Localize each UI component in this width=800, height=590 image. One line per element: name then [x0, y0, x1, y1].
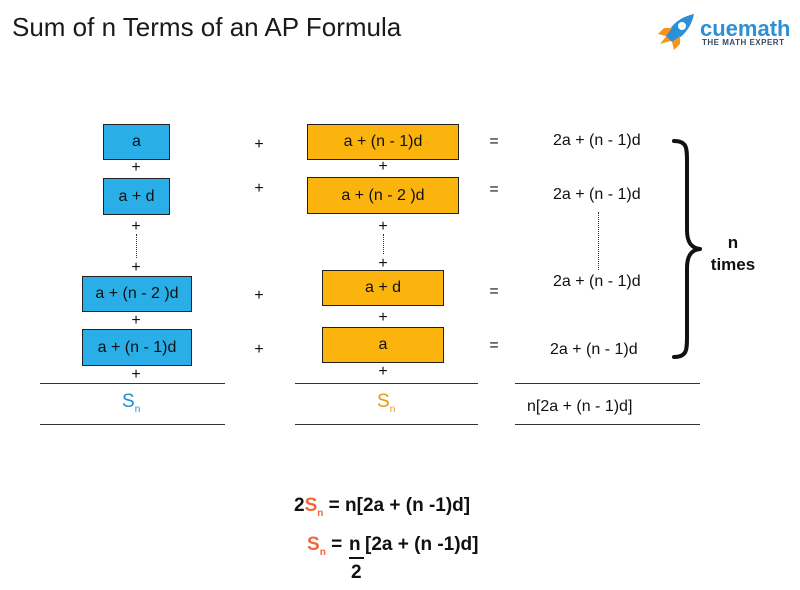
- curly-brace: [672, 139, 702, 359]
- plus-sign: +: [378, 255, 388, 272]
- fraction-bar: [349, 557, 364, 559]
- plus-sign: +: [131, 159, 141, 176]
- brand-tagline: THE MATH EXPERT: [702, 38, 785, 47]
- equals-sign: =: [489, 337, 499, 354]
- sum-symbol-middle: Sn: [377, 391, 396, 416]
- vertical-dots: [136, 234, 137, 258]
- equals-sign: =: [489, 283, 499, 300]
- plus-sign: +: [378, 158, 388, 175]
- left-term-box: a + (n - 1)d: [82, 329, 192, 366]
- rhs-term: 2a + (n - 1)d: [553, 186, 641, 203]
- left-term-box: a: [103, 124, 170, 160]
- n-times-label: n times: [710, 233, 756, 274]
- equals-sign: =: [489, 133, 499, 150]
- brand-name: cuemath: [700, 16, 791, 41]
- vertical-dots: [383, 234, 384, 254]
- sum-line-bottom: [515, 424, 700, 425]
- plus-sign: +: [254, 136, 264, 153]
- left-term-box: a + d: [103, 178, 170, 215]
- left-term-box: a + (n - 2 )d: [82, 276, 192, 312]
- plus-sign: +: [378, 309, 388, 326]
- sum-line-top: [295, 383, 478, 384]
- fraction-denominator: 2: [351, 562, 362, 583]
- plus-sign: +: [131, 366, 141, 383]
- vertical-dots: [598, 212, 599, 270]
- fraction-numerator: n: [349, 534, 361, 555]
- sum-symbol-left: Sn: [122, 391, 141, 416]
- plus-sign: +: [254, 341, 264, 358]
- sum-line-bottom: [40, 424, 225, 425]
- plus-sign: +: [378, 363, 388, 380]
- plus-sign: +: [131, 259, 141, 276]
- formula-two-sn: 2Sn = n[2a + (n -1)d]: [294, 495, 471, 519]
- middle-term-box: a + (n - 2 )d: [307, 177, 459, 214]
- plus-sign: +: [131, 312, 141, 329]
- sum-line-top: [515, 383, 700, 384]
- middle-term-box: a: [322, 327, 444, 363]
- rhs-term: 2a + (n - 1)d: [550, 341, 638, 358]
- rocket-icon: [658, 14, 694, 50]
- rhs-term: 2a + (n - 1)d: [553, 132, 641, 149]
- plus-sign: +: [131, 218, 141, 235]
- rhs-term: 2a + (n - 1)d: [553, 273, 641, 290]
- formula-sn: Sn =: [307, 534, 343, 558]
- equals-sign: =: [489, 181, 499, 198]
- middle-term-box: a + (n - 1)d: [307, 124, 459, 160]
- plus-sign: +: [254, 180, 264, 197]
- formula-sn-rest: [2a + (n -1)d]: [365, 534, 479, 555]
- page-title: Sum of n Terms of an AP Formula: [12, 12, 402, 42]
- plus-sign: +: [378, 218, 388, 235]
- plus-sign: +: [254, 287, 264, 304]
- middle-term-box: a + d: [322, 270, 444, 306]
- sum-line-top: [40, 383, 225, 384]
- sum-line-bottom: [295, 424, 478, 425]
- rhs-total: n[2a + (n - 1)d]: [527, 398, 633, 415]
